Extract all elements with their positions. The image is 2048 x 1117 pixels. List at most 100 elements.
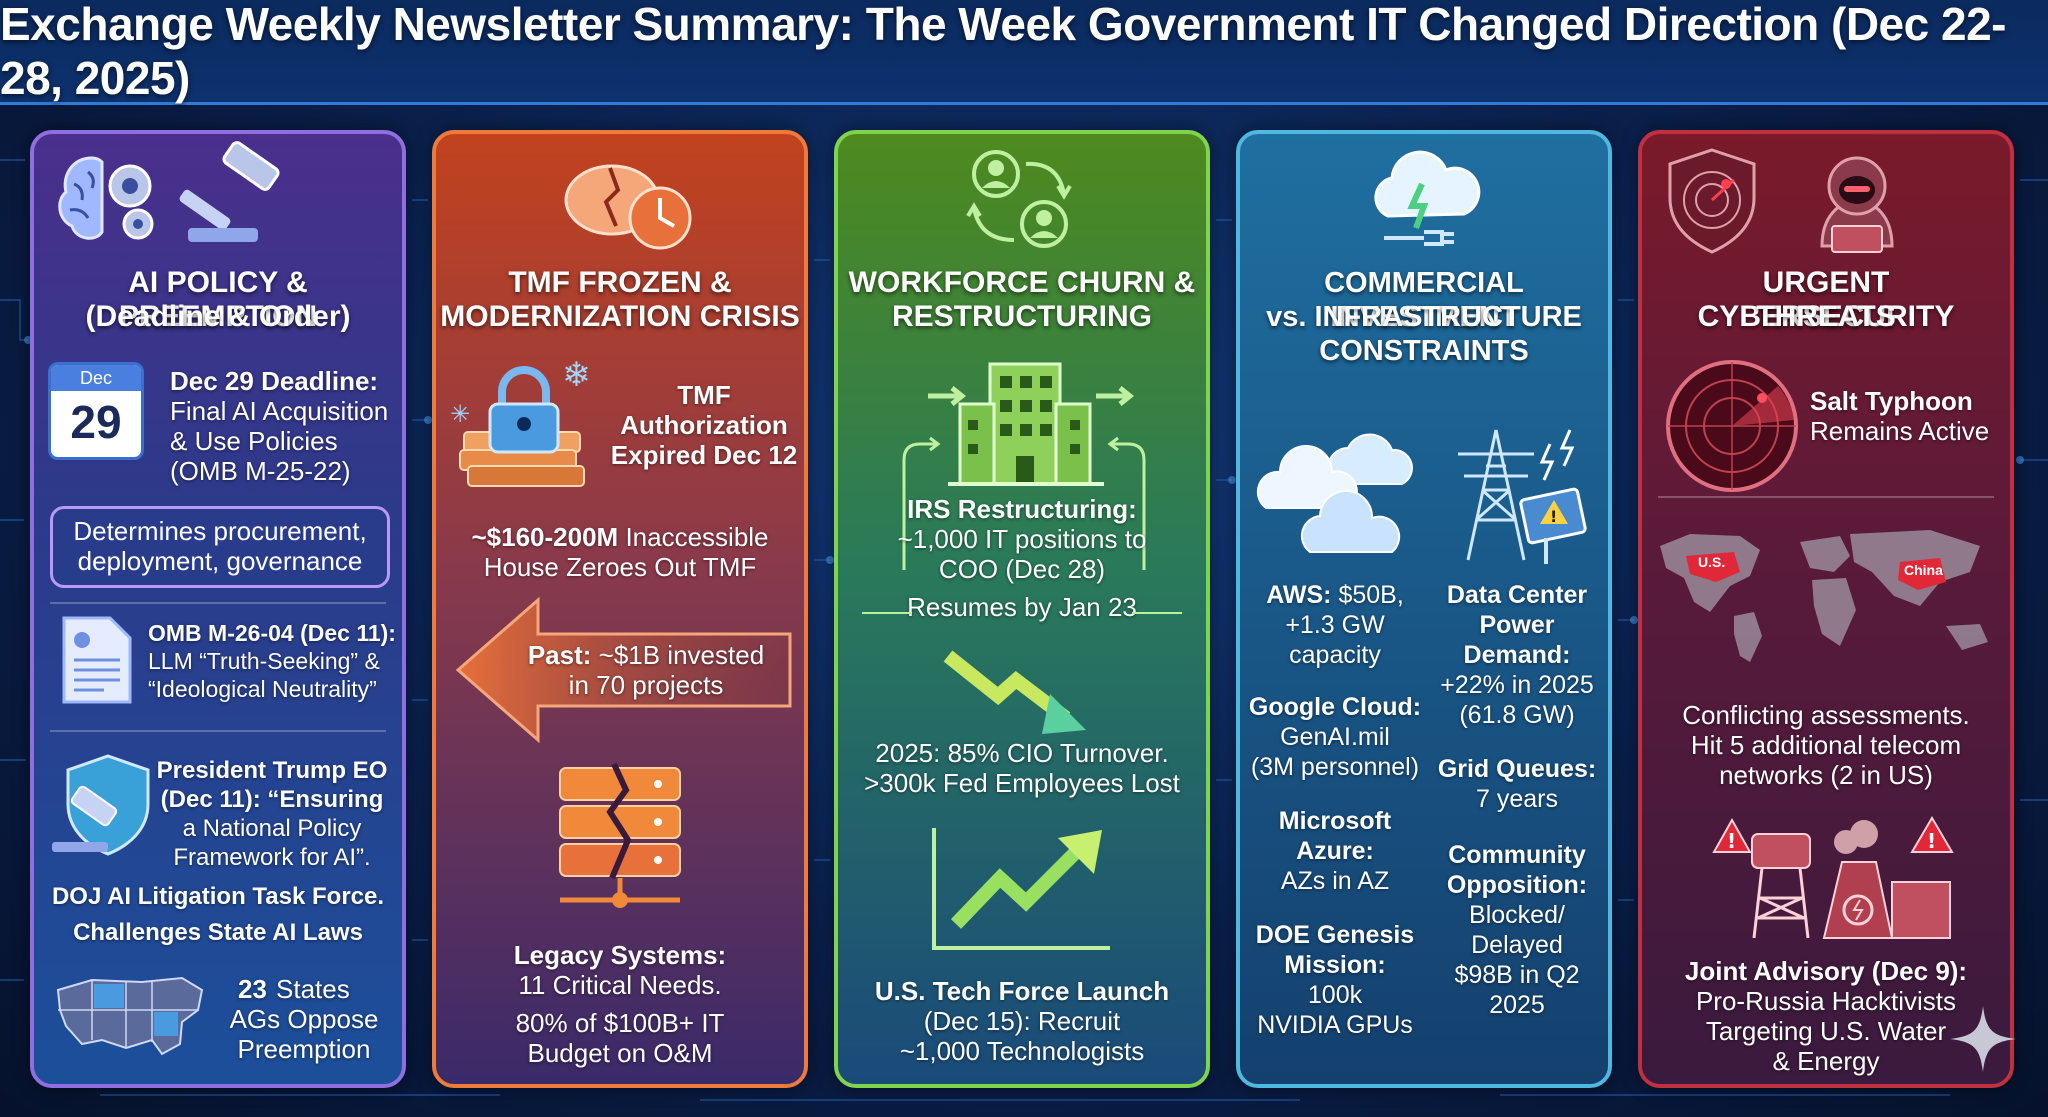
doe-line4: NVIDIA GPUs — [1257, 1011, 1413, 1039]
dc-line4: +22% in 2025 — [1440, 671, 1594, 699]
header-bar: Exchange Weekly Newsletter Summary: The … — [0, 0, 2048, 105]
past-rest: ~$1B invested — [598, 640, 765, 670]
left-arrow-icon — [455, 596, 792, 744]
eo-line2: (Dec 11): “Ensuring — [160, 786, 384, 813]
google-heading: Google Cloud: — [1248, 693, 1422, 721]
broken-server-icon — [559, 762, 681, 908]
aws-rest: $50B, — [1338, 581, 1404, 609]
aws-heading: AWS: — [1266, 581, 1332, 609]
panel-workforce: WORKFORCE CHURN & RESTRUCTURING IRS Rest… — [834, 130, 1210, 1088]
community-line6: 2025 — [1489, 991, 1545, 1019]
down-trend-arrow-icon — [943, 650, 1086, 734]
box-line1: Determines procurement, — [73, 516, 367, 546]
grid-heading: Grid Queues: — [1437, 755, 1597, 783]
turnover-line2: >300k Fed Employees Lost — [864, 768, 1180, 798]
memo-line2: “Ideological Neutrality” — [148, 676, 377, 702]
dc-line1: Data Center — [1446, 581, 1588, 609]
panel-title-commercial-line1: COMMERCIAL INVESTMENT — [1324, 267, 1524, 333]
past-line1: Past: ~$1B invested — [496, 640, 796, 670]
calendar-month: Dec — [51, 365, 141, 391]
panel-commercial: COMMERCIAL INVESTMENT vs. INFRASTRUCTURE… — [1236, 130, 1612, 1088]
svg-text:✳: ✳ — [450, 400, 470, 428]
locked-money-icon: ❄ ✳ — [450, 355, 591, 487]
box-line2: deployment, governance — [77, 546, 363, 576]
people-cycle-icon — [966, 150, 1072, 248]
world-map-icon — [1660, 530, 1988, 662]
google-line2: (3M personnel) — [1250, 753, 1420, 781]
community-line3: Blocked/ — [1469, 901, 1565, 929]
salt-line1: Remains Active — [1810, 416, 1990, 446]
irs-line2: COO (Dec 28) — [938, 554, 1106, 584]
eo-line1: President Trump EO — [156, 757, 388, 784]
eo-line4: Framework for AI”. — [173, 844, 371, 871]
cloud-plug-icon — [1374, 150, 1481, 246]
panel-title-cyber-line2: THREATS — [1756, 300, 1896, 333]
panel-title-cyber-line1: URGENT CYBERSECURITY — [1697, 266, 1955, 333]
doj-line1: DOJ AI Litigation Task Force. — [51, 883, 385, 910]
legacy-line2: 80% of $100B+ IT — [515, 1008, 725, 1038]
states-line1: States — [276, 974, 350, 1004]
turnover-line1: 2025: 85% CIO Turnover. — [875, 738, 1169, 768]
assess-line3: networks (2 in US) — [1719, 760, 1933, 790]
procurement-box: Determines procurement, deployment, gove… — [50, 506, 390, 588]
microsoft-line3: AZs in AZ — [1280, 867, 1390, 895]
doj-line2: Challenges State AI Laws — [73, 919, 363, 946]
microsoft-line2: Azure: — [1296, 837, 1374, 865]
dc-line5: (61.8 GW) — [1459, 701, 1575, 729]
panel-title-tmf-line2: MODERNIZATION CRISIS — [440, 300, 800, 333]
panel-cyber: URGENT CYBERSECURITY THREATS Salt Typhoo… — [1638, 130, 2014, 1088]
page-title: Exchange Weekly Newsletter Summary: The … — [0, 0, 2006, 104]
states-line3: Preemption — [237, 1034, 371, 1064]
assess-line1: Conflicting assessments. — [1682, 700, 1970, 730]
salt-heading: Salt Typhoon — [1810, 386, 1973, 416]
auth-line3: Expired Dec 12 — [610, 440, 798, 470]
up-trend-chart-icon — [932, 828, 1110, 950]
microsoft-line1: Microsoft — [1278, 807, 1392, 835]
doe-line2: Mission: — [1284, 951, 1386, 979]
community-line2: Opposition: — [1446, 871, 1588, 899]
deadline-line2: & Use Policies — [170, 426, 338, 456]
deadline-heading: Dec 29 Deadline: — [170, 366, 379, 396]
states-number: 23 — [238, 974, 267, 1004]
community-line1: Community — [1448, 841, 1586, 869]
panel-title-workforce-line1: WORKFORCE CHURN & — [848, 266, 1196, 299]
divider — [50, 730, 386, 732]
svg-text:!: ! — [1727, 829, 1736, 853]
legacy-line1: 11 Critical Needs. — [518, 970, 722, 1000]
eo-line3: a National Policy — [182, 815, 362, 842]
gavel-icon — [179, 141, 280, 242]
assess-line2: Hit 5 additional telecom — [1690, 730, 1962, 760]
force-heading: U.S. Tech Force Launch — [874, 976, 1170, 1006]
past-heading: Past: — [527, 640, 592, 670]
document-icon — [62, 616, 132, 704]
force-line1: (Dec 15): Recruit — [923, 1006, 1121, 1036]
joint-line1: Pro-Russia Hacktivists — [1695, 986, 1957, 1016]
doe-line1: DOE Genesis — [1255, 921, 1415, 949]
google-line1: GenAI.mil — [1280, 723, 1390, 751]
calendar-icon: Dec 29 — [48, 362, 144, 460]
building-icon — [902, 362, 1146, 570]
deadline-line1: Final AI Acquisition — [170, 396, 389, 426]
power-tower-icon: ! — [1458, 429, 1587, 564]
panel-tmf: TMF FROZEN & MODERNIZATION CRISIS ❄ ✳ TM… — [432, 130, 808, 1088]
aws-line3: capacity — [1289, 641, 1381, 669]
panel-title-tmf-line1: TMF FROZEN & — [508, 266, 732, 299]
irs-line1: ~1,000 IT positions to — [897, 524, 1147, 554]
dc-line3: Demand: — [1463, 641, 1571, 669]
broken-piggy-bank-icon — [564, 164, 692, 250]
map-label-china: China — [1904, 562, 1943, 578]
brain-gears-icon — [58, 156, 154, 240]
joint-heading: Joint Advisory (Dec 9): — [1684, 956, 1968, 986]
states-line2: AGs Oppose — [229, 1004, 379, 1034]
joint-line2: Targeting U.S. Water — [1705, 1016, 1947, 1046]
bracket-line — [862, 612, 912, 614]
infrastructure-warning-icon: ! ! — [1712, 816, 1954, 939]
grid-line1: 7 years — [1476, 785, 1558, 813]
memo-heading: OMB M-26-04 (Dec 11): — [148, 620, 396, 646]
irs-heading: IRS Restructuring: — [907, 494, 1137, 524]
bracket-line — [1132, 612, 1182, 614]
panel-title-commercial-line2: vs. INFRASTRUCTURE — [1266, 301, 1582, 333]
funds-line2: House Zeroes Out TMF — [483, 552, 757, 582]
funds-amount: ~$160-200M — [471, 522, 619, 552]
